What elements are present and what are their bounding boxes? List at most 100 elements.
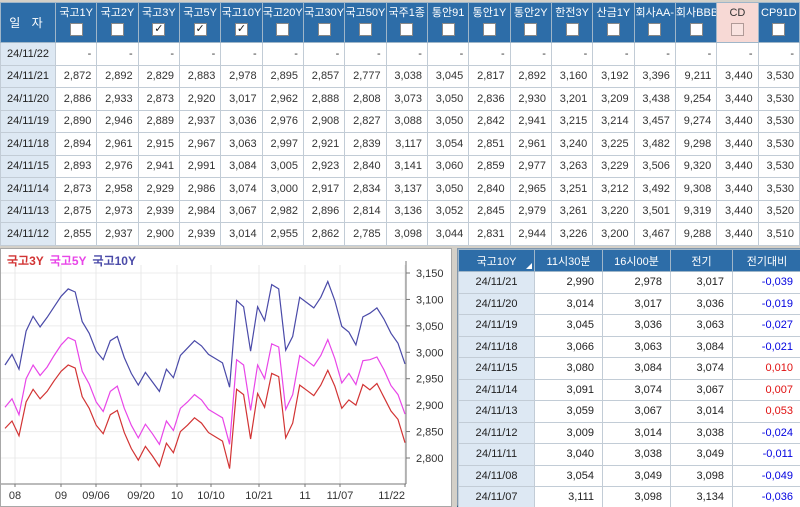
- cell-value: 3,063: [220, 132, 263, 156]
- row-date: 24/11/11: [458, 443, 535, 466]
- column-checkbox[interactable]: [524, 23, 538, 36]
- sort-indicator-icon: [526, 263, 532, 269]
- column-header[interactable]: 회사AA-: [633, 2, 676, 43]
- column-header[interactable]: 국고50Y: [344, 2, 387, 43]
- cell-value: 9,320: [674, 154, 718, 178]
- column-header[interactable]: 통안2Y: [509, 2, 552, 43]
- cell-value: 2,855: [54, 222, 98, 246]
- column-checkbox[interactable]: [69, 23, 83, 36]
- cell-value: 3,261: [550, 199, 594, 223]
- row-date: 24/11/14: [458, 378, 535, 401]
- cell-value: 3,050: [426, 109, 470, 133]
- column-checkbox[interactable]: [689, 23, 703, 36]
- cell-value: 2,862: [302, 222, 346, 246]
- column-header-label: 국고10Y: [221, 7, 262, 19]
- column-checkbox[interactable]: [772, 23, 786, 36]
- cell-value: 3,054: [426, 132, 470, 156]
- cell-value: 3,440: [716, 199, 759, 223]
- cell-value: 2,851: [468, 132, 511, 156]
- x-axis-label: 11: [299, 490, 310, 502]
- cell-value: 2,929: [137, 177, 180, 201]
- column-header[interactable]: 국고3Y ✓: [137, 2, 180, 43]
- column-header[interactable]: 전기: [670, 249, 733, 272]
- table-row: 24/11/18 2,894 2,961 2,915 2,967 3,063 2,997 2,…: [0, 132, 800, 156]
- column-header[interactable]: 통안91: [426, 2, 470, 43]
- column-header-label: 산금1Y: [596, 7, 631, 19]
- cell-value: 3,530: [757, 132, 800, 156]
- cell-value: 3,201: [550, 87, 594, 111]
- column-header[interactable]: 회사BBB-: [674, 2, 718, 43]
- cell-value: 2,859: [468, 154, 511, 178]
- cell-value: 2,961: [509, 132, 552, 156]
- cell-value: 2,892: [509, 64, 552, 88]
- cell-value: 3,251: [550, 177, 594, 201]
- column-header[interactable]: 산금1Y: [592, 2, 635, 43]
- table-row: 24/11/19 2,890 2,946 2,889 2,937 3,036 2,976 2,…: [0, 109, 800, 133]
- cell-value: 2,840: [344, 154, 387, 178]
- cell-value: 3,506: [633, 154, 676, 178]
- cell-value: -: [178, 42, 222, 66]
- cell-value: -: [550, 42, 594, 66]
- cell-value: -: [592, 42, 635, 66]
- sortable-column-header[interactable]: 국고10Y: [458, 249, 535, 272]
- column-header[interactable]: 국고10Y ✓: [220, 2, 263, 43]
- cell-value: 3,038: [385, 64, 428, 88]
- cell-value: 2,937: [178, 109, 222, 133]
- column-header[interactable]: CD: [716, 2, 759, 43]
- series-line-국고5Y: [4, 336, 406, 446]
- column-header[interactable]: 국고1Y: [54, 2, 98, 43]
- column-header[interactable]: 국고2Y: [96, 2, 139, 43]
- column-header[interactable]: 국주1종: [385, 2, 428, 43]
- cell-value: 3,440: [716, 87, 759, 111]
- chart-panel: 국고3Y 국고5Y 국고10Y 3,150 3,100 3,050 3,000 2,950 2…: [0, 248, 452, 507]
- cell-value-1130: 3,045: [534, 314, 603, 337]
- column-header[interactable]: 전기대비: [732, 249, 800, 272]
- row-date: 24/11/19: [0, 109, 56, 133]
- cell-value: 3,530: [757, 154, 800, 178]
- cell-value: 3,137: [385, 177, 428, 201]
- column-checkbox[interactable]: ✓: [152, 23, 166, 36]
- column-checkbox[interactable]: [276, 23, 290, 36]
- cell-value: 2,976: [261, 109, 304, 133]
- cell-value: 2,894: [54, 132, 98, 156]
- cell-value: 3,141: [385, 154, 428, 178]
- cell-value: 2,937: [96, 222, 139, 246]
- column-header[interactable]: 국고30Y: [302, 2, 346, 43]
- x-axis-label: 11/07: [327, 490, 354, 502]
- column-checkbox[interactable]: [358, 23, 372, 36]
- cell-value: 2,892: [96, 64, 139, 88]
- column-header-label: CP91D: [761, 7, 797, 19]
- cell-value-1130: 3,111: [534, 486, 603, 507]
- cell-value: -: [344, 42, 387, 66]
- column-checkbox[interactable]: [648, 23, 662, 36]
- cell-value: 3,396: [633, 64, 676, 88]
- column-header-label: 회사BBB-: [675, 7, 715, 19]
- column-header[interactable]: 국고5Y ✓: [178, 2, 222, 43]
- column-header[interactable]: 16시00분: [602, 249, 671, 272]
- column-checkbox[interactable]: [606, 23, 620, 36]
- column-checkbox[interactable]: ✓: [234, 23, 248, 36]
- column-header[interactable]: CP91D: [757, 2, 800, 43]
- cell-value: 3,192: [592, 64, 635, 88]
- cell-value-1600: 3,084: [602, 357, 671, 380]
- table-row: 24/11/11 3,040 3,038 3,049 -0,011: [458, 443, 800, 466]
- column-checkbox[interactable]: [317, 23, 331, 36]
- column-header[interactable]: 통안1Y: [468, 2, 511, 43]
- column-checkbox[interactable]: ✓: [193, 23, 207, 36]
- column-header[interactable]: 국고20Y: [261, 2, 304, 43]
- column-checkbox[interactable]: [482, 23, 496, 36]
- cell-value: -: [137, 42, 180, 66]
- column-header[interactable]: 한전3Y: [550, 2, 594, 43]
- column-header[interactable]: 11시30분: [534, 249, 603, 272]
- column-header-label: 국고30Y: [304, 7, 345, 19]
- series-line-국고3Y: [4, 364, 406, 469]
- column-checkbox[interactable]: [400, 23, 414, 36]
- row-date: 24/11/22: [0, 42, 56, 66]
- cell-value: 2,941: [137, 154, 180, 178]
- cell-value: 2,817: [468, 64, 511, 88]
- column-checkbox[interactable]: [441, 23, 455, 36]
- column-checkbox[interactable]: [730, 23, 744, 36]
- cell-value: 2,917: [302, 177, 346, 201]
- column-checkbox[interactable]: [565, 23, 579, 36]
- column-checkbox[interactable]: [110, 23, 124, 36]
